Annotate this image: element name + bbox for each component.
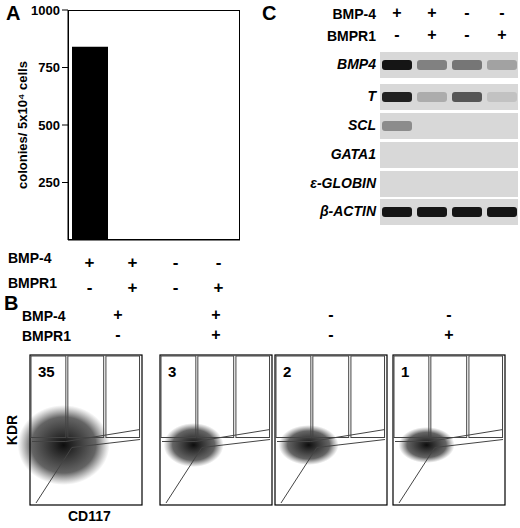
html-text:BMPR1: BMPR1 xyxy=(22,328,71,344)
svg-text:750: 750 xyxy=(38,60,60,75)
svg-text:+: + xyxy=(85,253,95,272)
html-text:colonies/ 5x10⁴ cells: colonies/ 5x10⁴ cells xyxy=(14,61,30,189)
svg-text:-: - xyxy=(173,253,179,272)
svg-text:250: 250 xyxy=(38,175,60,190)
svg-text:-: - xyxy=(87,278,93,297)
svg-text:-: - xyxy=(216,253,222,272)
html-text:BMPR1: BMPR1 xyxy=(8,275,57,291)
svg-text:2: 2 xyxy=(283,363,291,380)
svg-text:+: + xyxy=(128,278,138,297)
html-text:GATA1: GATA1 xyxy=(330,146,376,162)
html-text:ε-GLOBIN: ε-GLOBIN xyxy=(310,175,376,191)
html-text:BMPR1: BMPR1 xyxy=(327,28,376,44)
svg-text:1: 1 xyxy=(401,363,409,380)
svg-text:1000: 1000 xyxy=(31,3,60,18)
svg-text:35: 35 xyxy=(38,363,55,380)
html-text:KDR: KDR xyxy=(4,414,20,446)
svg-text:3: 3 xyxy=(168,363,176,380)
html-text:A: A xyxy=(6,2,21,24)
html-text:CD117: CD117 xyxy=(68,508,111,524)
html-text:C: C xyxy=(262,2,277,24)
html-text:BMP-4: BMP-4 xyxy=(332,6,376,22)
html-text:BMP4: BMP4 xyxy=(337,56,376,72)
html-text:SCL: SCL xyxy=(348,117,376,133)
svg-text:+: + xyxy=(214,278,224,297)
html-text:T: T xyxy=(367,88,376,104)
svg-text:500: 500 xyxy=(38,118,60,133)
html-text:B: B xyxy=(4,292,19,314)
html-text:β-ACTIN: β-ACTIN xyxy=(319,203,376,219)
svg-text:+: + xyxy=(128,253,138,272)
html-text:BMP-4: BMP-4 xyxy=(8,250,52,266)
html-text:BMP-4: BMP-4 xyxy=(22,308,66,324)
svg-text:-: - xyxy=(173,278,179,297)
